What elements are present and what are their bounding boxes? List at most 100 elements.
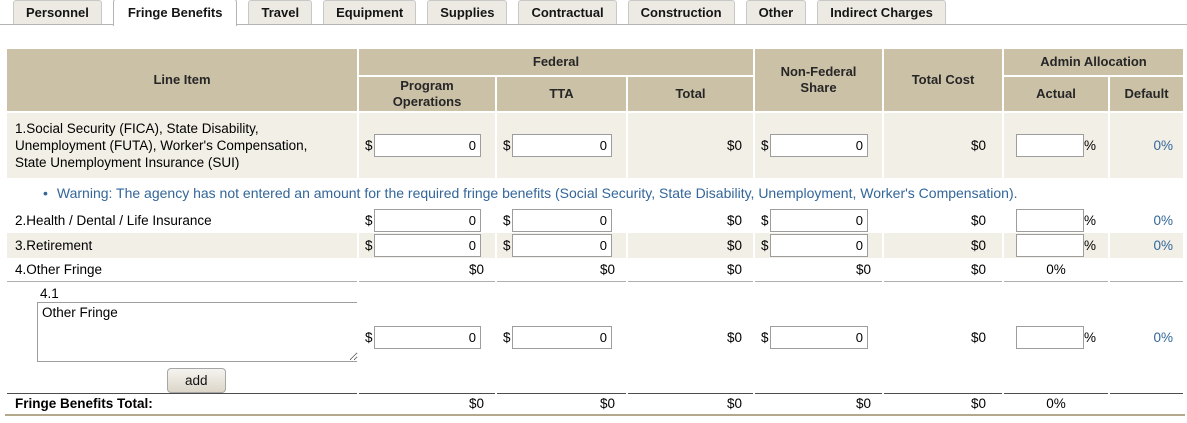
total-cost-value: $0 xyxy=(882,280,1004,393)
tab-other[interactable]: Other xyxy=(745,0,807,24)
sub-actual-percent-input[interactable] xyxy=(1016,325,1084,349)
row-other-fringe-sub-item: 4.1 Other Fringe add $ $ $0 $ xyxy=(5,280,1185,393)
federal-total-value: $0 xyxy=(626,112,755,178)
row-fringe-benefits-total: Fringe Benefits Total: $0 $0 $0 $0 $0 0% xyxy=(5,392,1185,416)
non-federal-cell: $ xyxy=(753,112,884,178)
currency-symbol: $ xyxy=(761,138,769,153)
line-item-label: 2.Health / Dental / Life Insurance xyxy=(5,208,359,233)
row-health-dental-life: 2.Health / Dental / Life Insurance $ $ $… xyxy=(5,208,1185,233)
sub-item-number: 4.1 xyxy=(40,285,59,301)
federal-total: $0 xyxy=(626,392,755,416)
currency-symbol: $ xyxy=(503,138,511,153)
warning-text: Warning: The agency has not entered an a… xyxy=(56,185,1018,201)
col-header-line-item: Line Item xyxy=(5,47,359,113)
non-federal-total: $0 xyxy=(753,392,884,416)
program-operations-value: $0 xyxy=(357,258,497,281)
total-cost-value: $0 xyxy=(882,208,1004,233)
tab-fringe-benefits[interactable]: Fringe Benefits xyxy=(112,0,238,26)
line-item-label: 3.Retirement xyxy=(5,233,359,258)
tab-travel[interactable]: Travel xyxy=(248,0,313,24)
tta-value: $0 xyxy=(495,258,628,281)
col-header-tta: TTA xyxy=(495,75,628,113)
line-item-label: 4.Other Fringe xyxy=(5,258,359,281)
row-retirement: 3.Retirement $ $ $0 $ $0 xyxy=(5,233,1185,258)
currency-symbol: $ xyxy=(365,213,373,228)
fica-tta-input[interactable] xyxy=(511,134,612,157)
col-header-admin-allocation: Admin Allocation xyxy=(1002,47,1185,77)
currency-symbol: $ xyxy=(365,138,373,153)
sub-program-operations-input[interactable] xyxy=(373,325,481,349)
col-header-total-cost: Total Cost xyxy=(882,47,1004,113)
col-header-non-federal-share: Non-Federal Share xyxy=(753,47,884,113)
tab-contractual[interactable]: Contractual xyxy=(518,0,617,24)
default-percent-value xyxy=(1108,258,1185,281)
fica-non-federal-input[interactable] xyxy=(769,134,868,157)
currency-symbol: $ xyxy=(761,213,769,228)
federal-total-value: $0 xyxy=(626,258,755,281)
col-header-total: Total xyxy=(626,75,755,113)
percent-symbol: % xyxy=(1084,238,1097,253)
percent-symbol: % xyxy=(1084,138,1097,153)
currency-symbol: $ xyxy=(503,213,511,228)
health-tta-input[interactable] xyxy=(511,209,612,232)
actual-cell: % xyxy=(1002,208,1110,233)
other-fringe-description-textarea[interactable]: Other Fringe xyxy=(37,301,359,362)
program-operations-total: $0 xyxy=(357,392,497,416)
add-button[interactable]: add xyxy=(167,367,226,393)
row-warning: • Warning: The agency has not entered an … xyxy=(5,178,1185,208)
tta-cell: $ xyxy=(495,112,628,178)
default-percent-value: 0% xyxy=(1108,280,1185,393)
default-percent-total xyxy=(1108,392,1185,416)
percent-symbol: % xyxy=(1084,213,1097,228)
total-cost-total: $0 xyxy=(882,392,1004,416)
health-program-operations-input[interactable] xyxy=(373,209,481,232)
non-federal-value: $0 xyxy=(753,258,884,281)
sub-non-federal-input[interactable] xyxy=(769,325,868,349)
tta-cell: $ xyxy=(495,280,628,393)
tab-supplies[interactable]: Supplies xyxy=(427,0,508,24)
retirement-non-federal-input[interactable] xyxy=(769,234,868,257)
actual-cell: % xyxy=(1002,112,1110,178)
health-non-federal-input[interactable] xyxy=(769,209,868,232)
tab-construction[interactable]: Construction xyxy=(627,0,735,24)
total-cost-value: $0 xyxy=(882,233,1004,258)
row-other-fringe: 4.Other Fringe $0 $0 $0 $0 $0 0% xyxy=(5,258,1185,281)
retirement-program-operations-input[interactable] xyxy=(373,234,481,257)
actual-cell: % xyxy=(1002,233,1110,258)
col-header-federal: Federal xyxy=(357,47,755,77)
sub-item-cell: 4.1 Other Fringe add xyxy=(5,280,359,393)
currency-symbol: $ xyxy=(365,238,373,253)
tab-equipment[interactable]: Equipment xyxy=(323,0,417,24)
fica-actual-percent-input[interactable] xyxy=(1016,134,1084,157)
tab-personnel[interactable]: Personnel xyxy=(13,0,102,24)
percent-symbol: % xyxy=(1084,329,1097,345)
default-percent-value: 0% xyxy=(1108,208,1185,233)
federal-total-value: $0 xyxy=(626,280,755,393)
non-federal-cell: $ xyxy=(753,233,884,258)
currency-symbol: $ xyxy=(365,329,373,345)
actual-percent-value: 0% xyxy=(1002,258,1110,281)
retirement-actual-percent-input[interactable] xyxy=(1016,234,1084,257)
bullet-icon: • xyxy=(43,185,48,201)
budget-tab-bar: Personnel Fringe Benefits Travel Equipme… xyxy=(0,0,1187,26)
program-operations-cell: $ xyxy=(357,208,497,233)
col-header-program-operations: Program Operations xyxy=(357,75,497,113)
tta-cell: $ xyxy=(495,208,628,233)
retirement-tta-input[interactable] xyxy=(511,234,612,257)
row-social-security: 1.Social Security (FICA), State Disabili… xyxy=(5,112,1185,178)
currency-symbol: $ xyxy=(761,329,769,345)
line-item-label: 1.Social Security (FICA), State Disabili… xyxy=(5,112,359,178)
default-percent-value: 0% xyxy=(1108,112,1185,178)
actual-percent-total: 0% xyxy=(1002,392,1110,416)
fringe-benefits-table: Line Item Federal Non-Federal Share Tota… xyxy=(5,47,1185,416)
health-actual-percent-input[interactable] xyxy=(1016,209,1084,232)
total-cost-value: $0 xyxy=(882,112,1004,178)
federal-total-value: $0 xyxy=(626,208,755,233)
fica-program-operations-input[interactable] xyxy=(373,134,481,157)
tta-total: $0 xyxy=(495,392,628,416)
total-cost-value: $0 xyxy=(882,258,1004,281)
sub-tta-input[interactable] xyxy=(511,325,612,349)
tab-indirect-charges[interactable]: Indirect Charges xyxy=(817,0,946,24)
col-header-actual: Actual xyxy=(1002,75,1110,113)
non-federal-cell: $ xyxy=(753,208,884,233)
